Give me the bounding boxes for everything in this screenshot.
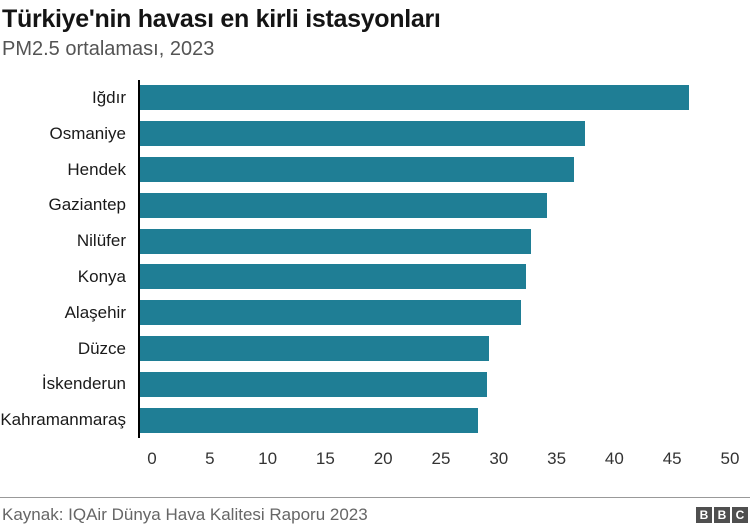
bar-track — [138, 115, 750, 152]
x-tick-label: 5 — [205, 448, 215, 468]
bar — [140, 192, 547, 218]
chart-subtitle: PM2.5 ortalaması, 2023 — [2, 38, 215, 60]
x-tick-label: 50 — [720, 448, 740, 468]
bar-track — [138, 402, 750, 438]
bar-track — [138, 294, 750, 331]
bar — [140, 300, 522, 326]
x-tick-label: 25 — [431, 448, 451, 468]
bar-row: İskenderun — [0, 366, 750, 403]
bbc-logo-letter-b2: B — [714, 506, 730, 523]
x-tick-label: 35 — [547, 448, 567, 468]
bar-rows: Iğdır Osmaniye Hendek Gaziantep Nilüfer Konya… — [0, 80, 750, 438]
bar-track — [138, 80, 750, 116]
x-axis: 0 5 10 15 20 25 30 35 40 45 50 — [147, 448, 750, 469]
bar-row: Nilüfer — [0, 223, 750, 259]
bar — [140, 156, 574, 182]
chart-header: Türkiye'nin havası en kirli istasyonları… — [0, 0, 750, 62]
x-tick-label: 10 — [258, 448, 278, 468]
bar — [140, 228, 531, 254]
bar — [140, 85, 690, 111]
category-label: Konya — [77, 266, 126, 286]
bar-row: Iğdır — [0, 80, 750, 116]
bar-track — [138, 151, 750, 188]
bar-row: Konya — [0, 258, 750, 295]
bbc-logo: B B C — [696, 506, 748, 523]
category-label: Gaziantep — [48, 195, 127, 215]
category-label: İskenderun — [41, 374, 126, 394]
bar-row: Gaziantep — [0, 187, 750, 224]
bar — [140, 264, 527, 290]
source-text: Kaynak: IQAir Dünya Hava Kalitesi Raporu… — [2, 504, 368, 524]
bar — [140, 407, 478, 433]
bar-row: Osmaniye — [0, 115, 750, 152]
category-label: Kahramanmaraş — [0, 410, 126, 430]
category-label: Osmaniye — [49, 123, 126, 143]
bar-chart: Iğdır Osmaniye Hendek Gaziantep Nilüfer Konya… — [0, 80, 750, 469]
category-label: Nilüfer — [76, 231, 126, 251]
bar-track — [138, 258, 750, 295]
bbc-logo-letter-c: C — [732, 506, 748, 523]
x-tick-label: 15 — [315, 448, 335, 468]
x-tick-label: 40 — [604, 448, 624, 468]
category-label: Alaşehir — [64, 302, 126, 322]
bar-track — [138, 330, 750, 367]
bar-track — [138, 366, 750, 403]
x-tick-label: 0 — [147, 448, 157, 468]
bar — [140, 121, 586, 147]
category-label: Iğdır — [91, 88, 126, 107]
x-tick-label: 20 — [373, 448, 393, 468]
chart-title: Türkiye'nin havası en kirli istasyonları — [2, 5, 441, 33]
bar-track — [138, 223, 750, 259]
bar-track — [138, 187, 750, 224]
bar-row: Düzce — [0, 330, 750, 367]
x-tick-label: 45 — [662, 448, 682, 468]
x-tick-label: 30 — [489, 448, 509, 468]
category-label: Hendek — [67, 159, 126, 179]
bar-row: Alaşehir — [0, 294, 750, 331]
bbc-logo-letter-b1: B — [696, 506, 712, 523]
category-label: Düzce — [77, 338, 126, 358]
bar — [140, 371, 487, 397]
chart-footer: Kaynak: IQAir Dünya Hava Kalitesi Raporu… — [0, 496, 750, 525]
bar-row: Hendek — [0, 151, 750, 188]
bar-row: Kahramanmaraş — [0, 402, 750, 438]
bar — [140, 335, 490, 361]
